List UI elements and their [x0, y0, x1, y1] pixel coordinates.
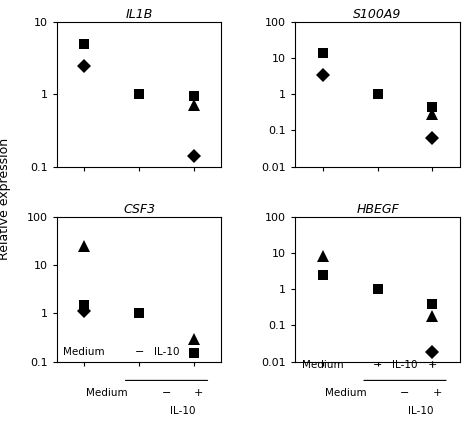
- Title: S100A9: S100A9: [354, 8, 402, 21]
- Text: −: −: [373, 360, 382, 370]
- Text: IL-10: IL-10: [408, 406, 434, 416]
- Text: +: +: [432, 388, 442, 398]
- Text: IL-10: IL-10: [392, 360, 418, 370]
- Title: HBEGF: HBEGF: [356, 203, 399, 216]
- Text: −: −: [162, 388, 171, 398]
- Text: Medium: Medium: [302, 360, 344, 370]
- Text: IL-10: IL-10: [154, 347, 179, 357]
- Text: −: −: [135, 347, 144, 357]
- Text: IL-10: IL-10: [170, 406, 195, 416]
- Text: +: +: [194, 388, 203, 398]
- Text: +: +: [428, 360, 437, 370]
- Text: −: −: [400, 388, 410, 398]
- Title: IL1B: IL1B: [126, 8, 153, 21]
- Text: Medium: Medium: [86, 388, 128, 398]
- Text: Medium: Medium: [64, 347, 105, 357]
- Title: CSF3: CSF3: [123, 203, 155, 216]
- Text: Relative expression: Relative expression: [0, 138, 11, 259]
- Text: +: +: [189, 347, 199, 357]
- Text: Medium: Medium: [325, 388, 366, 398]
